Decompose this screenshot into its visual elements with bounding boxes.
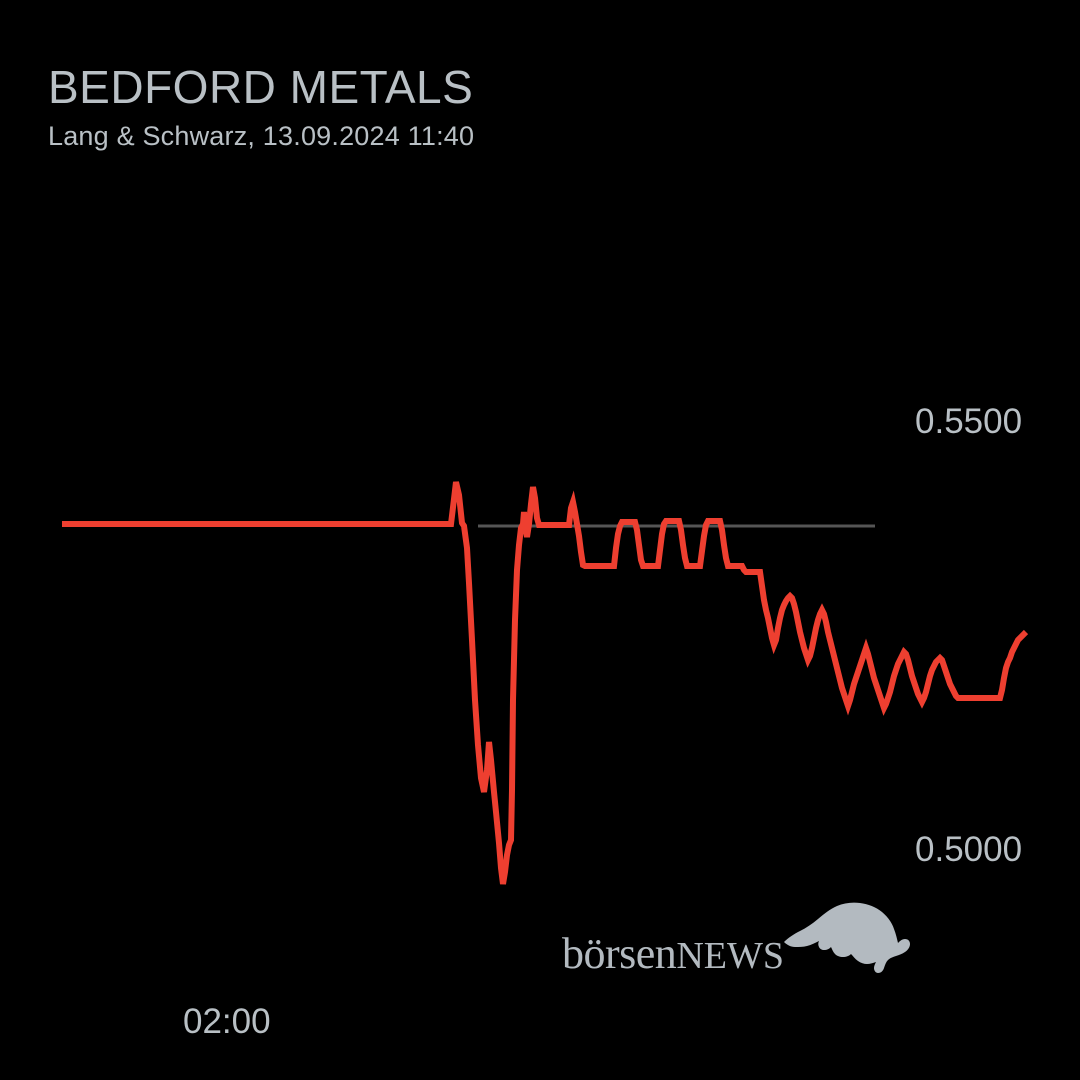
bull-icon bbox=[783, 902, 910, 973]
chart-subtitle: Lang & Schwarz, 13.09.2024 11:40 bbox=[48, 121, 475, 151]
watermark-text-lower: börsen bbox=[562, 929, 677, 978]
watermark-logo: börsenNEWS bbox=[562, 898, 912, 978]
watermark-text: börsenNEWS bbox=[562, 932, 784, 978]
watermark-text-upper: NEWS bbox=[676, 935, 784, 977]
price-line bbox=[62, 481, 1029, 885]
chart-header: BEDFORD METALS Lang & Schwarz, 13.09.202… bbox=[48, 60, 868, 152]
page-title: BEDFORD METALS bbox=[48, 61, 474, 113]
